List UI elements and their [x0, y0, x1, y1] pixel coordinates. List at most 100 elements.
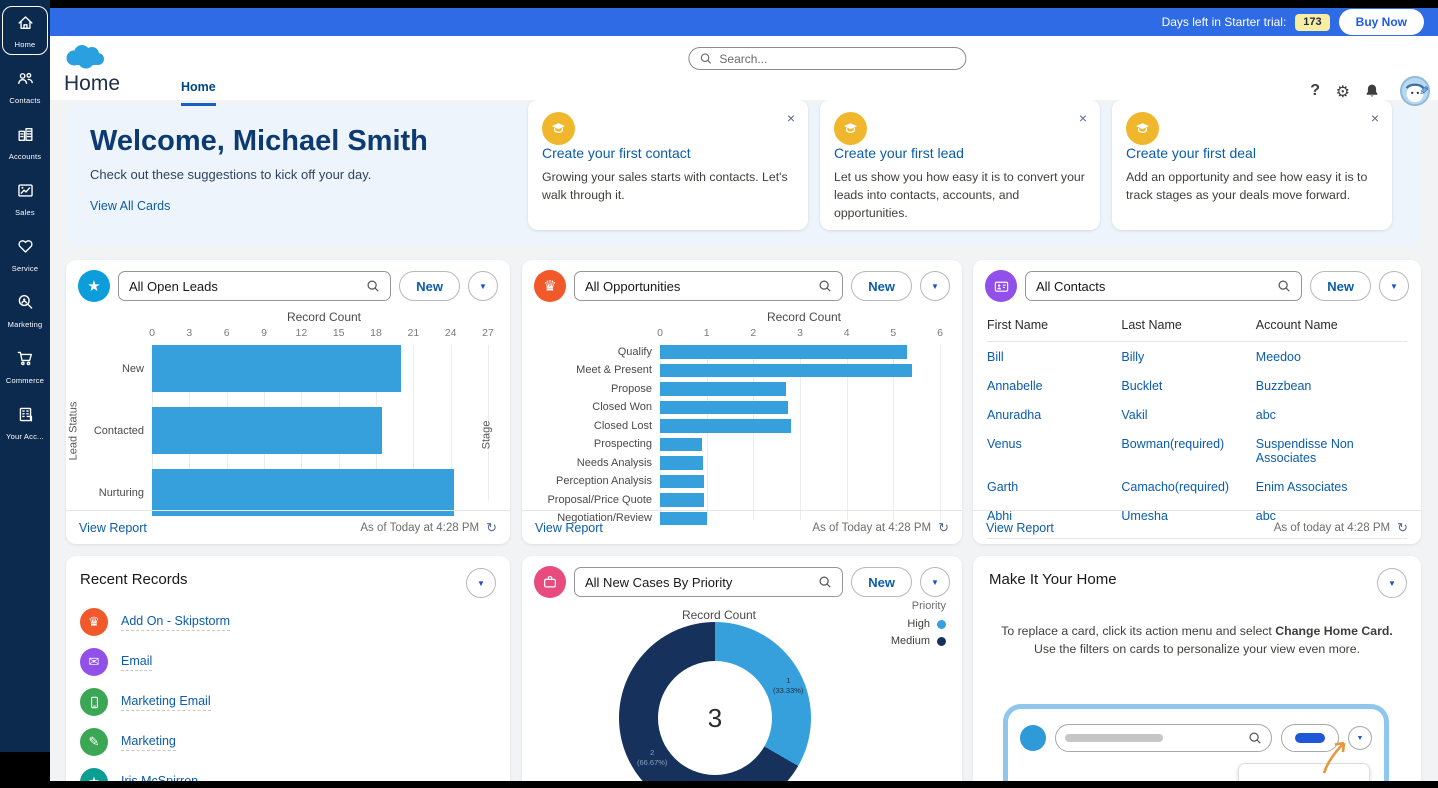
legend-item[interactable]: High	[891, 618, 946, 630]
sales-icon	[16, 181, 35, 205]
bar-contacted[interactable]	[152, 407, 383, 454]
buy-now-button[interactable]: Buy Now	[1338, 9, 1424, 35]
leads-view-report-link[interactable]: View Report	[79, 520, 147, 535]
cases-donut-chart[interactable]: 1 (33.33%) 2 (66.67%) 3	[619, 622, 811, 788]
table-cell-link[interactable]: abc	[1255, 407, 1276, 422]
table-cell-link[interactable]: Anuradha	[987, 407, 1042, 422]
table-cell-link[interactable]: Enim Associates	[1255, 479, 1348, 494]
table-cell-link[interactable]: Camacho(required)	[1121, 479, 1230, 494]
illustration-search	[1055, 724, 1272, 752]
sidebar-item-commerce[interactable]: Commerce	[2, 342, 48, 391]
table-cell-link[interactable]: Billy	[1121, 349, 1145, 364]
bar-proposal-price-quote[interactable]	[660, 493, 705, 507]
table-cell-link[interactable]: Bucklet	[1121, 378, 1163, 393]
suggestion-title-link[interactable]: Create your first deal	[1126, 145, 1256, 161]
make-home-body: To replace a card, click its action menu…	[1001, 624, 1393, 657]
case-object-icon	[534, 566, 566, 598]
sidebar-item-home[interactable]: Home	[2, 6, 48, 55]
opportunities-new-button[interactable]: New	[851, 271, 912, 301]
suggestion-title-link[interactable]: Create your first lead	[834, 145, 964, 161]
cases-new-button[interactable]: New	[851, 567, 912, 597]
opportunities-view-report-link[interactable]: View Report	[535, 520, 603, 535]
view-all-cards-link[interactable]: View All Cards	[90, 199, 171, 213]
refresh-icon[interactable]: ↻	[938, 519, 949, 535]
table-cell-link[interactable]: Suspendisse Non Associates	[1255, 436, 1354, 465]
table-cell-link[interactable]: Venus	[987, 436, 1022, 451]
bar-meet-present[interactable]	[660, 363, 912, 377]
recent-record-link[interactable]: Marketing Email	[121, 694, 211, 711]
recent-record-link[interactable]: Add On - Skipstorm	[121, 614, 231, 631]
search-icon	[819, 280, 831, 292]
bar-prospecting[interactable]	[660, 437, 702, 451]
make-home-menu-button[interactable]: ▼	[1377, 568, 1407, 598]
refresh-icon[interactable]: ↻	[486, 519, 497, 535]
contacts-listview-search[interactable]: All Contacts	[1025, 271, 1303, 301]
table-cell-link[interactable]: abc	[1255, 508, 1276, 523]
recent-record-item: ♛ Add On - Skipstorm	[66, 602, 510, 642]
crown-icon: ♛	[80, 608, 108, 636]
table-cell-link[interactable]: Buzzbean	[1255, 378, 1312, 393]
tab-home[interactable]: Home	[181, 80, 216, 106]
table-row: Bill Billy Meedoo	[987, 342, 1407, 371]
bar-needs-analysis[interactable]	[660, 456, 704, 470]
contacts-view-report-link[interactable]: View Report	[986, 520, 1054, 535]
contacts-new-button[interactable]: New	[1310, 271, 1371, 301]
bar-closed-lost[interactable]	[660, 419, 791, 433]
leads-new-button[interactable]: New	[399, 271, 460, 301]
column-header[interactable]: Last Name	[1121, 318, 1182, 332]
close-icon[interactable]: ×	[1370, 110, 1379, 126]
bar-propose[interactable]	[660, 382, 786, 396]
refresh-icon[interactable]: ↻	[1397, 519, 1408, 535]
table-cell-link[interactable]: Vakil	[1121, 407, 1148, 422]
pencil-doc-icon: ✎	[80, 728, 108, 756]
sidebar-item-your-acc[interactable]: Your Acc...	[2, 398, 48, 447]
table-cell-link[interactable]: Abhi	[987, 508, 1013, 523]
bell-icon[interactable]	[1364, 83, 1380, 104]
bar-nurturing[interactable]	[152, 469, 455, 516]
opportunities-menu-button[interactable]: ▼	[920, 271, 950, 301]
contacts-menu-button[interactable]: ▼	[1379, 271, 1409, 301]
close-icon[interactable]: ×	[1078, 110, 1087, 126]
column-header[interactable]: Account Name	[1255, 318, 1338, 332]
recent-record-link[interactable]: Marketing	[121, 734, 176, 751]
bar-negotiation-review[interactable]	[660, 511, 707, 525]
recent-record-link[interactable]: Email	[121, 654, 153, 671]
sidebar-item-sales[interactable]: Sales	[2, 174, 48, 223]
opportunities-listview-search[interactable]: All Opportunities	[574, 271, 844, 301]
table-cell-link[interactable]: Garth	[987, 479, 1019, 494]
table-cell-link[interactable]: Bowman(required)	[1121, 436, 1225, 451]
gear-icon[interactable]: ⚙	[1335, 84, 1350, 101]
recent-records-menu-button[interactable]: ▼	[466, 568, 496, 598]
letterbox-bottom	[0, 781, 1438, 788]
edit-page-pencil-icon[interactable]: ✎	[1418, 84, 1429, 98]
table-cell-link[interactable]: Annabelle	[987, 378, 1043, 393]
leads-menu-button[interactable]: ▼	[468, 271, 498, 301]
legend-item[interactable]: Medium	[891, 635, 946, 647]
donut-slice-label: 2 (66.67%)	[637, 748, 668, 767]
suggestion-title-link[interactable]: Create your first contact	[542, 145, 691, 161]
bar-label: Closed Won	[592, 401, 652, 414]
global-search-input[interactable]: Search...	[688, 47, 967, 70]
cases-listview-search[interactable]: All New Cases By Priority	[574, 567, 844, 597]
sidebar-item-contacts[interactable]: Contacts	[2, 62, 48, 111]
user-avatar[interactable]	[1400, 76, 1430, 106]
table-cell-link[interactable]: Umesha	[1121, 508, 1168, 523]
table-cell-link[interactable]: Bill	[987, 349, 1004, 364]
sidebar-item-accounts[interactable]: Accounts	[2, 118, 48, 167]
table-cell-link[interactable]: Meedoo	[1255, 349, 1301, 364]
column-header[interactable]: First Name	[987, 318, 1049, 332]
bar-qualify[interactable]	[660, 345, 908, 359]
bar-perception-analysis[interactable]	[660, 474, 705, 488]
sidebar-item-marketing[interactable]: Marketing	[2, 286, 48, 335]
cases-menu-button[interactable]: ▼	[920, 567, 950, 597]
bar-new[interactable]	[152, 345, 401, 392]
envelope-icon: ✉	[80, 648, 108, 676]
donut-chart-title: Record Count	[681, 608, 757, 622]
make-home-card: Make It Your Home ▼ To replace a card, c…	[973, 556, 1421, 788]
help-icon[interactable]: ?	[1310, 82, 1320, 99]
close-icon[interactable]: ×	[786, 110, 795, 126]
bar-label: Meet & Present	[576, 364, 652, 377]
sidebar-item-service[interactable]: Service	[2, 230, 48, 279]
leads-listview-search[interactable]: All Open Leads	[118, 271, 392, 301]
bar-closed-won[interactable]	[660, 400, 789, 414]
